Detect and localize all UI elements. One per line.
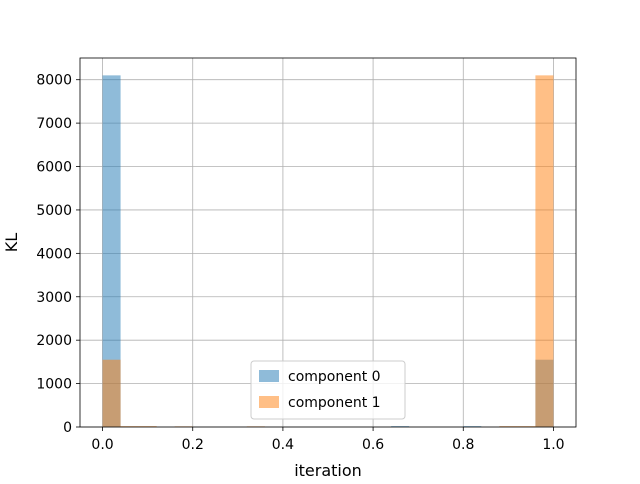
y-tick-label: 6000 bbox=[36, 160, 72, 176]
legend-label: component 1 bbox=[288, 395, 381, 411]
x-tick-label: 0.2 bbox=[182, 437, 204, 453]
legend-swatch bbox=[259, 370, 279, 382]
x-tick-label: 0.6 bbox=[362, 437, 384, 453]
legend-swatch bbox=[259, 396, 279, 408]
y-tick-label: 7000 bbox=[36, 116, 72, 132]
y-tick-label: 8000 bbox=[36, 73, 72, 89]
histogram-bar bbox=[535, 75, 553, 427]
legend-label: component 0 bbox=[288, 369, 381, 385]
y-axis-ticks: 0 1000 2000 3000 4000 5000 6000 7000 8000 bbox=[36, 73, 80, 436]
y-tick-label: 4000 bbox=[36, 246, 72, 262]
histogram-bar bbox=[103, 360, 121, 427]
y-tick-label: 5000 bbox=[36, 203, 72, 219]
x-tick-label: 0.8 bbox=[452, 437, 474, 453]
x-tick-label: 0.4 bbox=[272, 437, 294, 453]
x-tick-label: 0.0 bbox=[91, 437, 113, 453]
legend: component 0 component 1 bbox=[251, 361, 405, 419]
y-tick-label: 3000 bbox=[36, 290, 72, 306]
x-axis-label: iteration bbox=[294, 461, 362, 480]
x-axis-ticks: 0.0 0.2 0.4 0.6 0.8 1.0 bbox=[91, 427, 564, 453]
y-tick-label: 0 bbox=[63, 420, 72, 436]
y-tick-label: 2000 bbox=[36, 333, 72, 349]
y-axis-label: KL bbox=[2, 233, 21, 252]
x-tick-label: 1.0 bbox=[542, 437, 564, 453]
y-tick-label: 1000 bbox=[36, 377, 72, 393]
